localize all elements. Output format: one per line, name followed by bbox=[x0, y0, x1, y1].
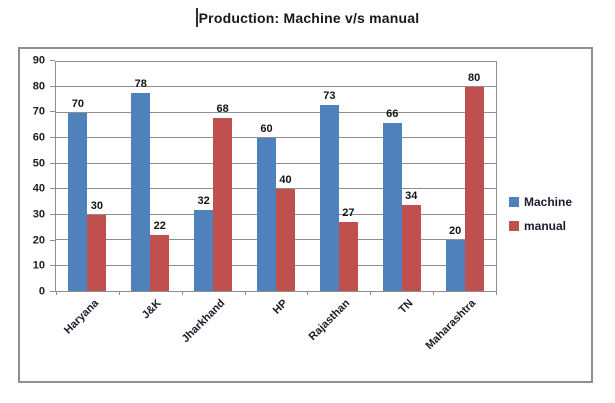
legend-label-manual: manual bbox=[524, 219, 567, 233]
bar-machine-rajasthan[interactable]: 73 bbox=[319, 91, 339, 291]
x-tick-mark bbox=[118, 291, 120, 295]
bar-machine-j-k[interactable]: 78 bbox=[131, 78, 151, 291]
x-tick-mark bbox=[370, 291, 372, 295]
y-tick-mark-10 bbox=[50, 265, 55, 267]
legend-swatch-machine bbox=[509, 197, 519, 207]
x-tick-mark bbox=[56, 291, 57, 295]
data-label: 40 bbox=[279, 174, 292, 187]
y-tick-label-10: 10 bbox=[32, 259, 45, 272]
y-tick-mark-40 bbox=[50, 188, 55, 190]
y-tick-label-40: 40 bbox=[32, 182, 45, 195]
data-label: 34 bbox=[405, 189, 418, 202]
y-tick-label-60: 60 bbox=[32, 131, 45, 144]
chart-title[interactable]: Production: Machine v/s manual bbox=[195, 8, 420, 27]
y-tick-label-50: 50 bbox=[32, 157, 45, 170]
legend[interactable]: Machine manual bbox=[509, 196, 572, 232]
chart-area[interactable]: 0 10 20 30 40 50 60 70 80 90 70 30 78 22 32 68 60 40 73 27… bbox=[18, 47, 593, 383]
y-tick-label-30: 30 bbox=[32, 208, 45, 221]
x-axis-line bbox=[56, 291, 496, 292]
x-axis-label-haryana: Haryana bbox=[62, 297, 102, 337]
y-tick-mark-90 bbox=[50, 60, 55, 61]
data-label: 78 bbox=[134, 77, 147, 90]
y-tick-mark-20 bbox=[50, 239, 55, 241]
gridline-80 bbox=[56, 86, 496, 88]
bars-container: 70 30 78 22 32 68 60 40 73 27 66 34 20 80 bbox=[56, 62, 496, 291]
category-slot-tn: 66 34 bbox=[370, 62, 433, 291]
bar-machine-tn[interactable]: 66 bbox=[382, 109, 402, 291]
legend-label-machine: Machine bbox=[524, 195, 573, 209]
gridline-50 bbox=[56, 162, 496, 164]
category-slot-jharkhand: 32 68 bbox=[182, 62, 245, 291]
data-label: 60 bbox=[260, 123, 273, 136]
category-slot-hp: 60 40 bbox=[245, 62, 308, 291]
y-tick-label-20: 20 bbox=[32, 234, 45, 247]
x-axis-label-rajasthan: Rajasthan bbox=[306, 297, 353, 343]
category-slot-rajasthan: 73 27 bbox=[307, 62, 370, 291]
data-label: 66 bbox=[386, 108, 399, 121]
legend-swatch-manual bbox=[509, 221, 519, 231]
bar-manual-jharkhand[interactable]: 68 bbox=[213, 103, 233, 291]
bar-machine-maharashtra[interactable]: 20 bbox=[445, 226, 465, 291]
bar-manual-rajasthan[interactable]: 27 bbox=[338, 208, 358, 291]
y-tick-label-90: 90 bbox=[32, 54, 45, 67]
data-label: 20 bbox=[448, 225, 462, 238]
bar-manual-haryana[interactable]: 30 bbox=[87, 200, 107, 291]
gridline-90 bbox=[56, 61, 496, 62]
y-tick-mark-0 bbox=[50, 291, 55, 292]
chart-title-text: Production: Machine v/s manual bbox=[198, 9, 420, 26]
data-label: 70 bbox=[71, 97, 85, 110]
y-tick-label-80: 80 bbox=[32, 80, 45, 93]
gridline-40 bbox=[56, 188, 496, 190]
x-tick-mark bbox=[244, 291, 246, 295]
y-tick-mark-80 bbox=[50, 85, 55, 87]
gridline-60 bbox=[56, 137, 496, 139]
data-label: 80 bbox=[467, 72, 481, 85]
y-tick-mark-30 bbox=[50, 214, 55, 216]
x-axis-label-tn: TN bbox=[396, 297, 416, 317]
data-label: 22 bbox=[153, 220, 166, 233]
data-label: 68 bbox=[216, 102, 229, 115]
category-slot-j-k: 78 22 bbox=[119, 62, 182, 291]
bar-manual-tn[interactable]: 34 bbox=[401, 190, 421, 291]
legend-item-manual[interactable]: manual bbox=[509, 220, 572, 232]
text-cursor bbox=[195, 8, 198, 27]
bar-manual-j-k[interactable]: 22 bbox=[150, 221, 170, 291]
gridline-70 bbox=[56, 111, 496, 113]
y-axis: 0 10 20 30 40 50 60 70 80 90 bbox=[20, 55, 55, 297]
plot-area[interactable]: 70 30 78 22 32 68 60 40 73 27 66 34 20 80 Haryana J&K J… bbox=[55, 61, 497, 352]
y-tick-mark-60 bbox=[50, 137, 55, 139]
x-axis-label-j-k: J&K bbox=[140, 297, 165, 322]
data-label: 32 bbox=[197, 194, 210, 207]
bar-machine-hp[interactable]: 60 bbox=[257, 124, 276, 291]
y-tick-mark-50 bbox=[50, 162, 55, 164]
bar-manual-maharashtra[interactable]: 80 bbox=[464, 73, 484, 291]
bar-machine-jharkhand[interactable]: 32 bbox=[194, 195, 214, 291]
x-tick-mark bbox=[496, 291, 497, 295]
x-tick-mark bbox=[181, 291, 183, 295]
category-slot-haryana: 70 30 bbox=[56, 62, 119, 291]
x-tick-mark bbox=[433, 291, 435, 295]
bar-manual-hp[interactable]: 40 bbox=[276, 175, 295, 291]
x-axis-label-hp: HP bbox=[270, 297, 290, 317]
data-label: 27 bbox=[342, 207, 355, 220]
x-tick-mark bbox=[307, 291, 309, 295]
chart-title-row: Production: Machine v/s manual bbox=[0, 8, 615, 27]
data-label: 30 bbox=[90, 199, 104, 212]
y-tick-label-0: 0 bbox=[38, 285, 45, 298]
y-tick-mark-70 bbox=[50, 111, 55, 113]
category-slot-maharashtra: 20 80 bbox=[433, 62, 496, 291]
bar-machine-haryana[interactable]: 70 bbox=[68, 98, 88, 291]
legend-item-machine[interactable]: Machine bbox=[509, 196, 572, 208]
x-ticks bbox=[56, 291, 497, 296]
x-axis-label-jharkhand: Jharkhand bbox=[179, 297, 227, 346]
y-tick-label-70: 70 bbox=[32, 105, 45, 118]
data-label: 73 bbox=[323, 90, 336, 103]
x-axis-label-maharashtra: Maharashtra bbox=[423, 297, 479, 353]
